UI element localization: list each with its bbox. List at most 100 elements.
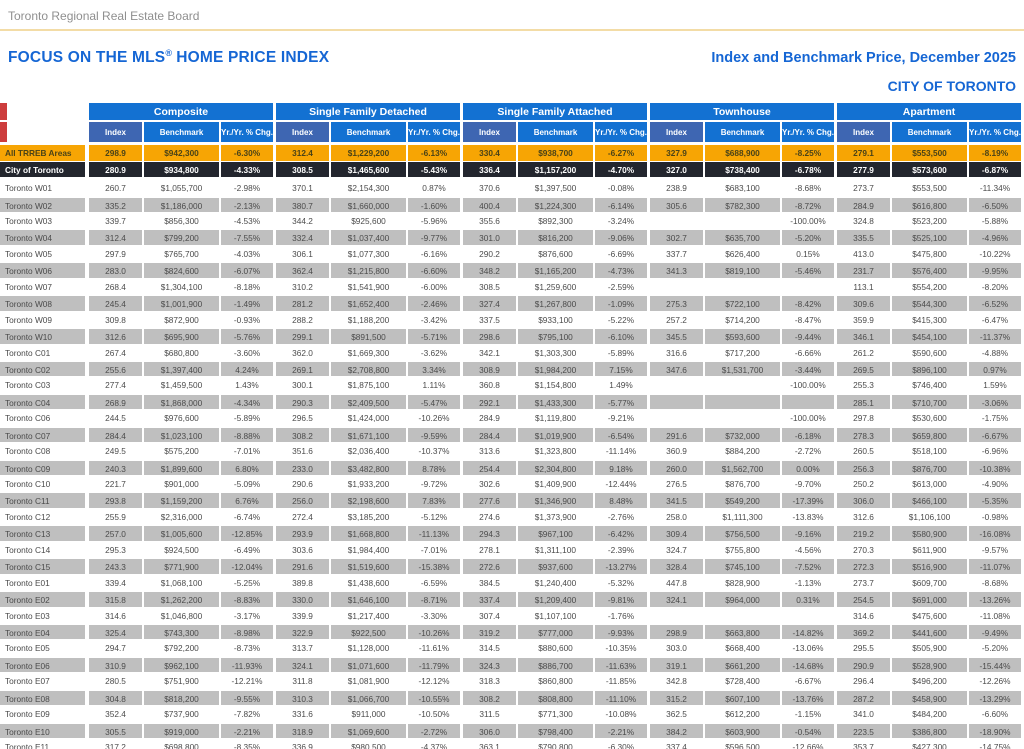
index-cell: 312.6 <box>89 328 144 345</box>
chg-cell: 0.31% <box>782 591 837 608</box>
benchmark-cell: $751,900 <box>144 673 221 690</box>
chg-cell: -5.20% <box>969 640 1024 657</box>
index-cell: 254.5 <box>837 591 892 608</box>
table-row: Toronto C15 243.3 $771,900 -12.04% 291.6 $1,5… <box>0 558 1024 575</box>
chg-cell: -6.74% <box>221 508 276 526</box>
benchmark-cell: $596,500 <box>705 739 782 749</box>
chg-cell: -4.88% <box>969 344 1024 361</box>
row-label: Toronto C03 <box>0 377 89 394</box>
group-header-5: Apartment <box>837 103 1024 121</box>
row-label: Toronto E01 <box>0 574 89 592</box>
title-row: FOCUS ON THE MLS® HOME PRICE INDEX Index … <box>0 39 1024 67</box>
index-cell: 332.4 <box>276 229 331 246</box>
index-cell: 296.4 <box>837 673 892 690</box>
benchmark-cell: $2,304,800 <box>518 459 595 477</box>
index-cell: 275.3 <box>650 295 705 312</box>
table-row: Toronto W07 268.4 $1,304,100 -8.18% 310.2 $1,… <box>0 278 1024 296</box>
benchmark-cell: $755,800 <box>705 541 782 559</box>
chg-cell: -4.37% <box>408 739 463 749</box>
row-label: Toronto C15 <box>0 558 89 575</box>
benchmark-cell: $1,424,000 <box>331 410 408 427</box>
benchmark-cell: $756,500 <box>705 525 782 542</box>
index-cell: 384.2 <box>650 722 705 740</box>
benchmark-cell: $1,933,200 <box>331 476 408 493</box>
index-cell: 297.8 <box>837 410 892 427</box>
chg-cell: -8.68% <box>782 180 837 197</box>
chg-cell: -9.16% <box>782 525 837 542</box>
chg-cell: -7.01% <box>221 443 276 460</box>
index-cell: 297.9 <box>89 245 144 263</box>
chg-cell: -6.60% <box>969 706 1024 723</box>
benchmark-cell: $714,200 <box>705 311 782 329</box>
group-header-3: Single Family Attached <box>463 103 650 121</box>
benchmark-cell: $942,300 <box>144 145 221 161</box>
benchmark-cell: $925,600 <box>331 213 408 230</box>
chg-cell: -4.34% <box>221 393 276 411</box>
index-cell: 307.4 <box>463 607 518 624</box>
index-cell: 291.6 <box>650 426 705 444</box>
index-cell: 273.7 <box>837 180 892 197</box>
chg-cell: -9.70% <box>782 476 837 493</box>
page-title: FOCUS ON THE MLS® HOME PRICE INDEX <box>8 48 329 67</box>
chg-cell: -11.10% <box>595 689 650 707</box>
table-row: Toronto W05 297.9 $765,700 -4.03% 306.1 $1,07… <box>0 245 1024 263</box>
index-cell: 284.4 <box>463 426 518 444</box>
benchmark-cell: $937,600 <box>518 558 595 575</box>
subheader-corner <box>0 122 89 143</box>
benchmark-cell: $1,438,600 <box>331 574 408 592</box>
table-row: Toronto C02 255.6 $1,397,400 4.24% 269.1 $2,7… <box>0 360 1024 378</box>
table-row: Toronto W04 312.4 $799,200 -7.55% 332.4 $1,03… <box>0 229 1024 246</box>
row-label: Toronto C04 <box>0 393 89 411</box>
index-cell: 258.0 <box>650 508 705 526</box>
chg-cell <box>782 278 837 296</box>
index-cell: 267.4 <box>89 344 144 361</box>
index-cell: 269.5 <box>837 360 892 378</box>
benchmark-cell: $1,055,700 <box>144 180 221 197</box>
chg-cell: 1.59% <box>969 377 1024 394</box>
index-cell: 369.2 <box>837 623 892 641</box>
benchmark-cell: $668,400 <box>705 640 782 657</box>
benchmark-cell: $683,100 <box>705 180 782 197</box>
index-cell: 260.0 <box>650 459 705 477</box>
index-cell: 260.5 <box>837 443 892 460</box>
benchmark-cell: $2,154,300 <box>331 180 408 197</box>
benchmark-cell: $573,600 <box>892 161 969 178</box>
benchmark-cell: $967,100 <box>518 525 595 542</box>
index-cell: 298.9 <box>650 623 705 641</box>
benchmark-cell: $872,900 <box>144 311 221 329</box>
index-cell: 360.8 <box>463 377 518 394</box>
subheader-benchmark: Benchmark <box>518 122 595 143</box>
table-row: Toronto E01 339.4 $1,068,100 -5.25% 389.8 $1,… <box>0 574 1024 592</box>
row-label: Toronto E04 <box>0 623 89 641</box>
subheader-index: Index <box>463 122 518 143</box>
index-cell: 351.6 <box>276 443 331 460</box>
benchmark-cell <box>705 393 782 411</box>
index-cell: 315.2 <box>650 689 705 707</box>
benchmark-cell: $1,899,600 <box>144 459 221 477</box>
chg-cell: -100.00% <box>782 377 837 394</box>
index-cell: 296.5 <box>276 410 331 427</box>
index-cell: 238.9 <box>650 180 705 197</box>
benchmark-cell: $415,300 <box>892 311 969 329</box>
benchmark-cell: $458,900 <box>892 689 969 707</box>
benchmark-cell: $732,000 <box>705 426 782 444</box>
subheader-yr-yr-chg: Yr./Yr. % Chg. <box>408 122 463 143</box>
chg-cell: -9.06% <box>595 229 650 246</box>
corner-red-mark <box>0 103 7 121</box>
benchmark-cell: $1,068,100 <box>144 574 221 592</box>
chg-cell: -14.82% <box>782 623 837 641</box>
row-label: Toronto W02 <box>0 196 89 214</box>
chg-cell: -1.76% <box>595 607 650 624</box>
index-cell: 255.6 <box>89 360 144 378</box>
index-cell: 290.9 <box>837 656 892 674</box>
chg-cell: 3.34% <box>408 360 463 378</box>
benchmark-cell: $1,397,400 <box>144 360 221 378</box>
benchmark-cell: $1,541,900 <box>331 278 408 296</box>
chg-cell: -6.54% <box>595 426 650 444</box>
row-label: Toronto W07 <box>0 278 89 296</box>
index-cell: 359.9 <box>837 311 892 329</box>
index-cell: 298.6 <box>463 328 518 345</box>
registered-mark: ® <box>165 48 173 58</box>
table-body: All TRREB Areas 298.9 $942,300 -6.30% 312.4 $… <box>0 145 1024 749</box>
